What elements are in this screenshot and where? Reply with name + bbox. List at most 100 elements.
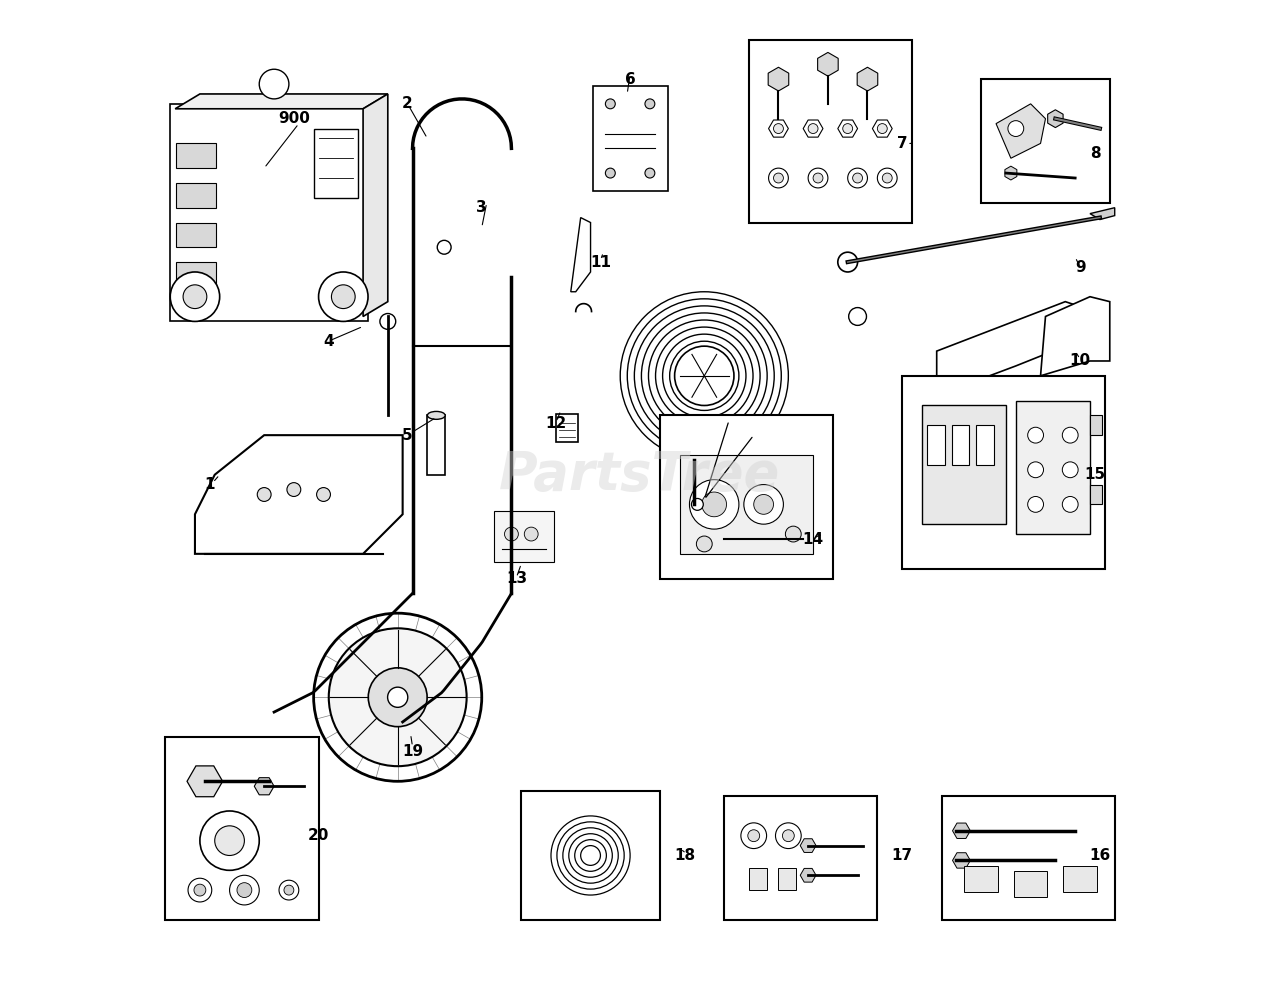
Circle shape	[838, 252, 858, 272]
Text: 15: 15	[1084, 467, 1106, 483]
Bar	[778, 868, 796, 890]
Circle shape	[1007, 121, 1024, 136]
Text: 5: 5	[402, 427, 413, 443]
Bar	[927, 425, 945, 465]
Circle shape	[438, 240, 451, 254]
Bar	[177, 183, 216, 208]
FancyBboxPatch shape	[1014, 871, 1047, 897]
Circle shape	[332, 285, 355, 309]
Circle shape	[380, 314, 396, 329]
Circle shape	[691, 498, 703, 510]
Circle shape	[882, 173, 892, 183]
Circle shape	[773, 124, 783, 134]
Circle shape	[237, 882, 252, 898]
Circle shape	[215, 826, 244, 855]
FancyBboxPatch shape	[165, 737, 319, 920]
Polygon shape	[803, 120, 823, 137]
Text: 4: 4	[323, 333, 334, 349]
Text: 12: 12	[545, 415, 567, 431]
Circle shape	[782, 830, 795, 842]
Circle shape	[369, 668, 428, 727]
Circle shape	[1028, 427, 1043, 443]
Polygon shape	[571, 218, 590, 292]
Polygon shape	[922, 405, 1006, 524]
Bar	[951, 425, 969, 465]
Polygon shape	[873, 120, 892, 137]
Circle shape	[195, 884, 206, 896]
Circle shape	[877, 168, 897, 188]
Circle shape	[813, 173, 823, 183]
FancyBboxPatch shape	[749, 40, 911, 223]
Circle shape	[1062, 496, 1078, 512]
FancyBboxPatch shape	[659, 415, 833, 579]
Circle shape	[183, 285, 207, 309]
Text: 2: 2	[402, 96, 413, 112]
Circle shape	[768, 168, 788, 188]
Bar	[177, 143, 216, 168]
Text: 6: 6	[625, 71, 635, 87]
Circle shape	[1062, 427, 1078, 443]
Circle shape	[316, 488, 330, 501]
Polygon shape	[937, 302, 1094, 396]
Polygon shape	[858, 67, 878, 91]
Polygon shape	[1091, 208, 1115, 220]
Circle shape	[388, 687, 408, 707]
FancyBboxPatch shape	[170, 104, 369, 321]
Polygon shape	[1041, 297, 1110, 376]
FancyBboxPatch shape	[982, 79, 1110, 203]
Circle shape	[279, 880, 298, 900]
Bar	[177, 262, 216, 287]
Text: 17: 17	[892, 848, 913, 863]
Text: 8: 8	[1089, 145, 1101, 161]
Circle shape	[229, 875, 260, 905]
Polygon shape	[800, 868, 817, 882]
Text: 11: 11	[590, 254, 611, 270]
Circle shape	[605, 99, 616, 109]
Polygon shape	[952, 853, 970, 868]
Circle shape	[287, 483, 301, 496]
Text: PartsTree: PartsTree	[499, 449, 781, 500]
Circle shape	[842, 124, 852, 134]
Text: 13: 13	[506, 571, 527, 586]
Polygon shape	[800, 839, 817, 853]
Circle shape	[170, 272, 220, 321]
Circle shape	[808, 124, 818, 134]
Circle shape	[504, 527, 518, 541]
Circle shape	[257, 488, 271, 501]
FancyBboxPatch shape	[593, 86, 668, 191]
Circle shape	[786, 526, 801, 542]
Circle shape	[605, 168, 616, 178]
FancyBboxPatch shape	[964, 866, 998, 892]
Polygon shape	[838, 120, 858, 137]
Circle shape	[701, 493, 727, 516]
Text: 19: 19	[402, 744, 424, 760]
Text: 3: 3	[476, 200, 488, 216]
FancyBboxPatch shape	[724, 796, 877, 920]
Circle shape	[675, 346, 733, 405]
Circle shape	[849, 308, 867, 325]
Polygon shape	[768, 120, 788, 137]
Circle shape	[260, 69, 289, 99]
Circle shape	[696, 536, 712, 552]
Polygon shape	[818, 52, 838, 76]
Circle shape	[748, 830, 759, 842]
Circle shape	[188, 878, 211, 902]
Circle shape	[847, 168, 868, 188]
FancyBboxPatch shape	[1064, 866, 1097, 892]
Circle shape	[329, 628, 467, 766]
Polygon shape	[952, 823, 970, 839]
Text: 14: 14	[803, 531, 823, 547]
Text: 20: 20	[308, 828, 329, 844]
Polygon shape	[175, 94, 388, 109]
Circle shape	[776, 823, 801, 849]
Bar	[314, 129, 358, 198]
Text: 18: 18	[675, 848, 695, 863]
Bar	[749, 868, 767, 890]
Circle shape	[1028, 496, 1043, 512]
Polygon shape	[1016, 401, 1091, 534]
Bar	[1091, 415, 1102, 435]
Circle shape	[284, 885, 294, 895]
Text: 16: 16	[1089, 848, 1111, 863]
Ellipse shape	[428, 411, 445, 419]
Polygon shape	[195, 435, 403, 554]
